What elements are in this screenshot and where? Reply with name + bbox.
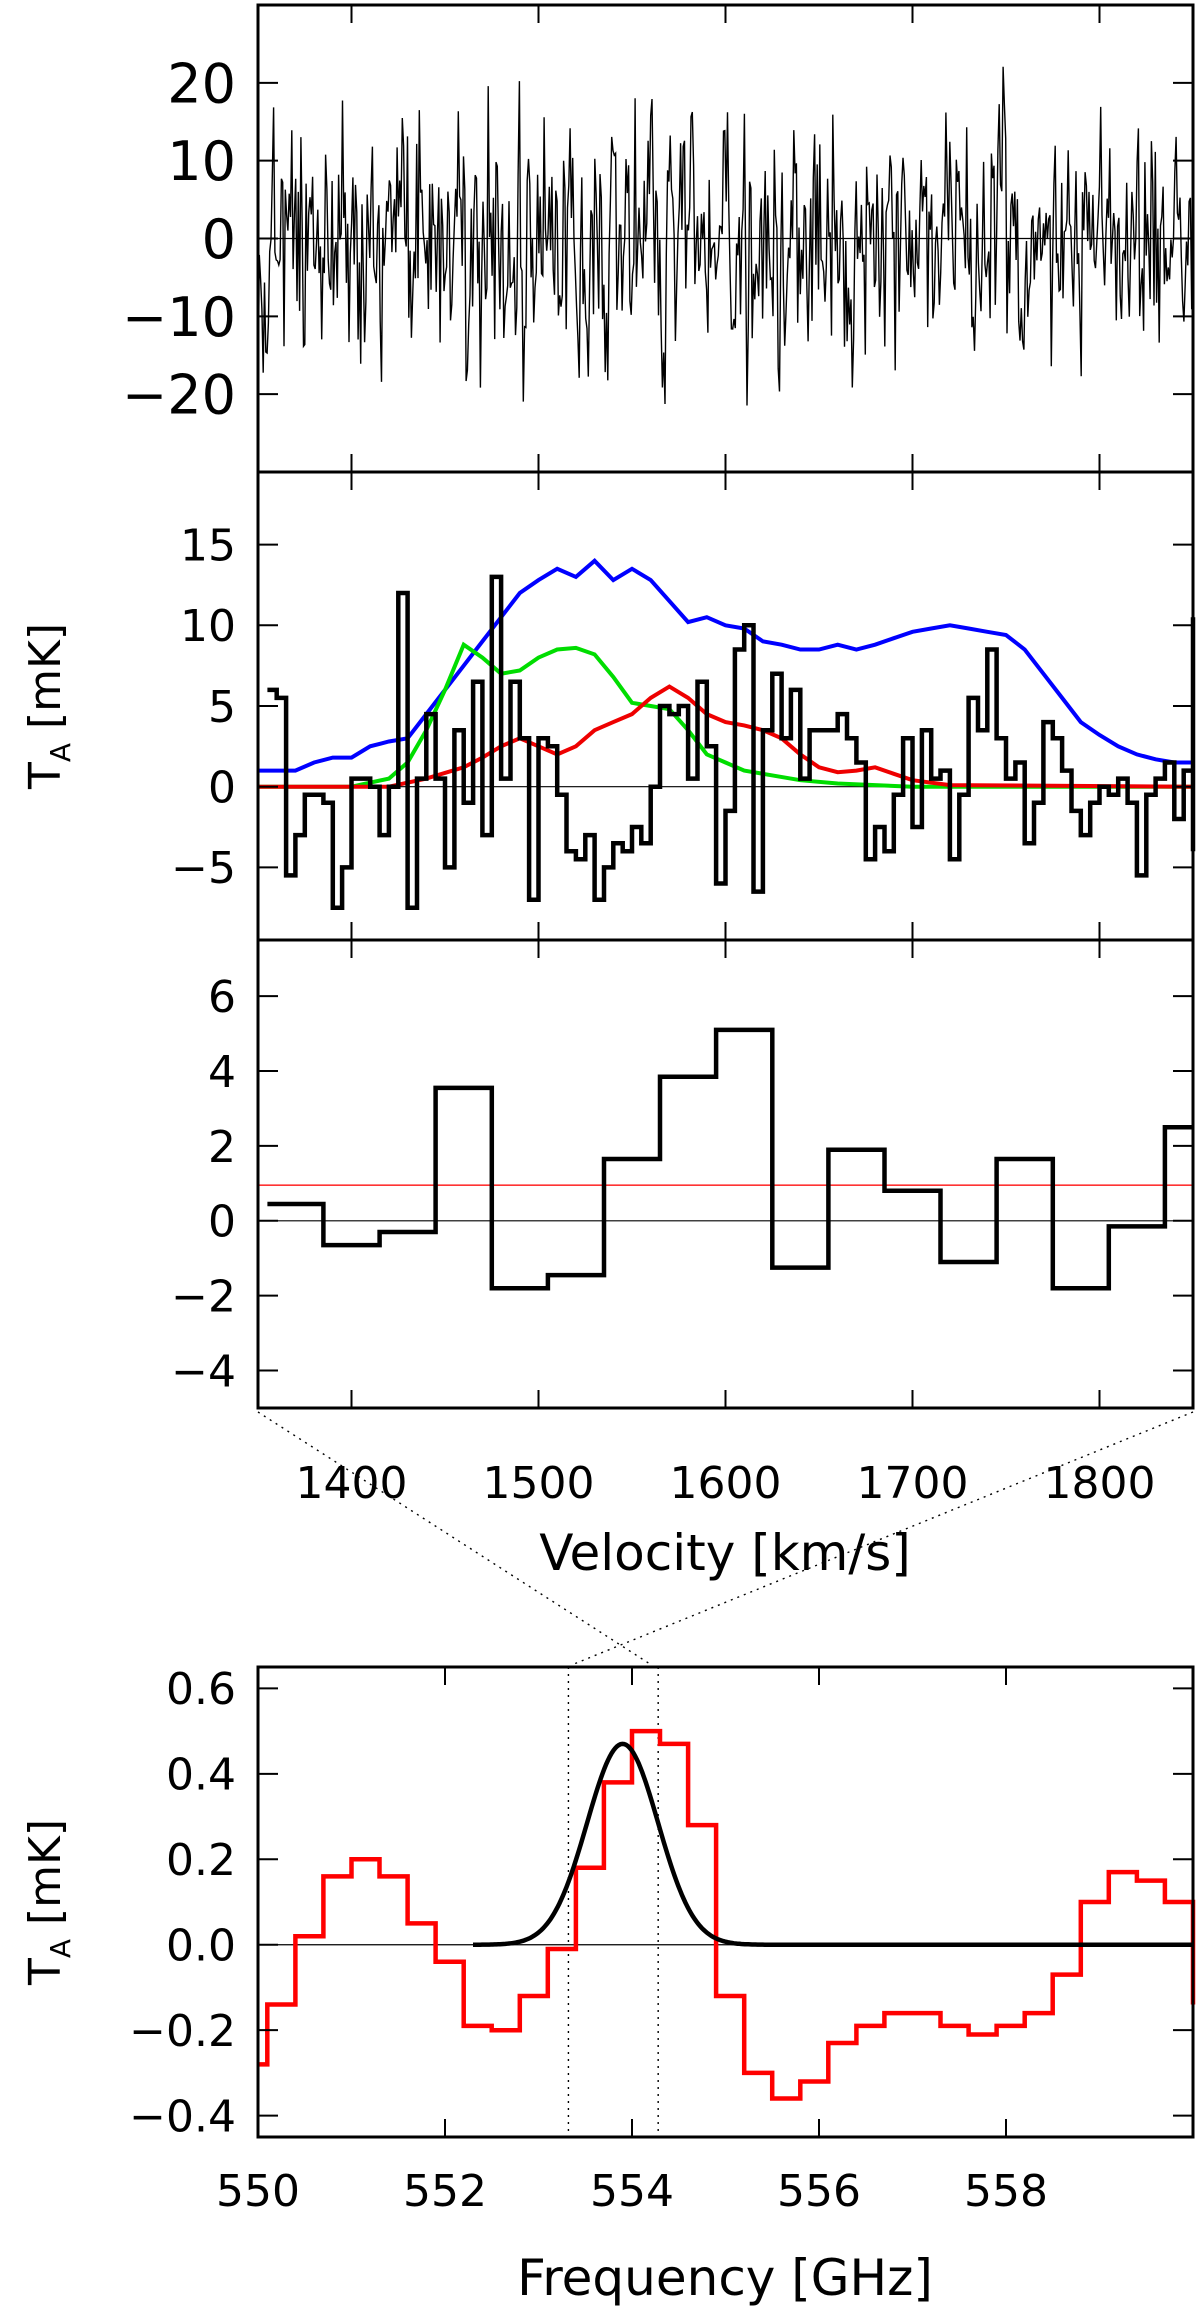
panel2-series-2 [258,684,1194,789]
panel3-y-tick-label-5: 6 [208,972,236,1023]
panel3-y-tick-label-4: 4 [208,1047,236,1098]
panel3-x-tick-label-3: 1700 [857,1458,969,1509]
panel3-series-group [267,1027,1193,1291]
panel3-ticks [258,940,1193,1408]
panel2-series-1 [258,641,1193,789]
panel4-x-tick-label-1: 552 [403,2166,487,2217]
panel3-y-tick-label-1: −2 [171,1272,236,1323]
panel4-x-tick-labels: 550 552 554 556 558 [216,2166,1048,2217]
panel3-x-axis-label: Velocity [km/s] [539,1524,911,1582]
panel1-y-tick-labels: −20 −10 0 10 20 [122,52,236,426]
panel4-vertical-guides [567,1667,659,2137]
panel4-y-label-main: T [20,1958,71,1986]
panel4-x-tick-label-2: 554 [590,2166,674,2217]
panel3-x-tick-label-4: 1800 [1044,1458,1156,1509]
panel2-y-tick-label-1: 0 [208,763,236,814]
panel1-y-tick-label-1: −10 [122,286,236,349]
panel4-x-tick-label-3: 556 [777,2166,861,2217]
panel2-y-label-sub: A [44,743,77,762]
panel1-y-tick-label-2: 0 [202,208,236,271]
panel2-y-label-main: T [20,762,71,790]
panel4-x-tick-label-0: 550 [216,2166,300,2217]
panel3-y-tick-label-2: 0 [208,1197,236,1248]
panel2-series-group [258,558,1196,910]
panel4-y-tick-label-2: 0.0 [166,1921,236,1972]
panel4-y-axis-label: TA [mK] [20,1819,77,1986]
panel2-y-tick-label-4: 15 [180,520,236,571]
panel2-y-tick-label-2: 5 [208,682,236,733]
panel1-series-group [257,66,1194,406]
panel3-y-tick-label-3: 2 [208,1122,236,1173]
panel2-y-tick-label-3: 10 [180,601,236,652]
panel4-series-0 [258,1728,1196,2101]
panel1-y-tick-label-3: 10 [167,130,236,193]
binned-panel: −4 −2 0 2 4 6 1400 1500 1600 1700 1800 Velocity [… [171,938,1195,1582]
panel1-y-tick-label-4: 20 [167,52,236,115]
panel4-frame [256,1665,1195,2139]
panel2-series-3 [267,574,1196,910]
panel2-series-0 [258,558,1193,773]
panel3-y-tick-label-0: −4 [171,1346,236,1397]
panel1-y-tick-label-0: −20 [122,364,236,427]
panel2-y-label-unit: [mK] [20,623,71,743]
noise-panel: −20 −10 0 10 20 [122,3,1195,474]
panel1-series-0 [257,66,1194,406]
panel4-y-tick-label-5: 0.6 [166,1664,236,1715]
panel3-y-tick-labels: −4 −2 0 2 4 6 [171,972,236,1397]
panel4-y-label-sub: A [44,1939,77,1958]
panel4-y-tick-label-0: −0.4 [129,2091,236,2142]
panel2-ticks [258,472,1193,940]
panel3-x-tick-labels: 1400 1500 1600 1700 1800 [296,1458,1156,1509]
panel4-ticks [257,1667,1193,2137]
panel4-y-tick-label-1: −0.2 [129,2006,236,2057]
panel2-y-tick-labels: −5 0 5 10 15 [171,520,236,894]
panel4-y-tick-label-4: 0.4 [166,1750,236,1801]
panel2-y-tick-label-0: −5 [171,843,236,894]
panel4-series-group [258,1728,1196,2101]
panel2-y-axis-label: TA [mK] [20,623,77,790]
frequency-panel: −0.4 −0.2 0.0 0.2 0.4 0.6 550 552 554 556 558 TA … [20,1664,1196,2307]
panel4-y-label-unit: [mK] [20,1819,71,1939]
panel4-y-tick-labels: −0.4 −0.2 0.0 0.2 0.4 0.6 [129,1664,236,2142]
model-panel: −5 0 5 10 15 TA [mK] [20,470,1196,942]
panel3-x-tick-label-1: 1500 [483,1458,595,1509]
panel3-frame [256,938,1195,1410]
panel3-series-0 [267,1027,1193,1291]
panel4-series-1 [473,1741,1193,1947]
panel4-x-tick-label-4: 558 [964,2166,1048,2217]
panel4-y-tick-label-3: 0.2 [166,1835,236,1886]
panel1-ticks [258,5,1193,472]
panel4-x-axis-label: Frequency [GHz] [517,2249,933,2307]
zoom-guide-left [257,1411,651,1665]
panel3-x-tick-label-2: 1600 [670,1458,782,1509]
panel3-x-tick-label-0: 1400 [296,1458,408,1509]
